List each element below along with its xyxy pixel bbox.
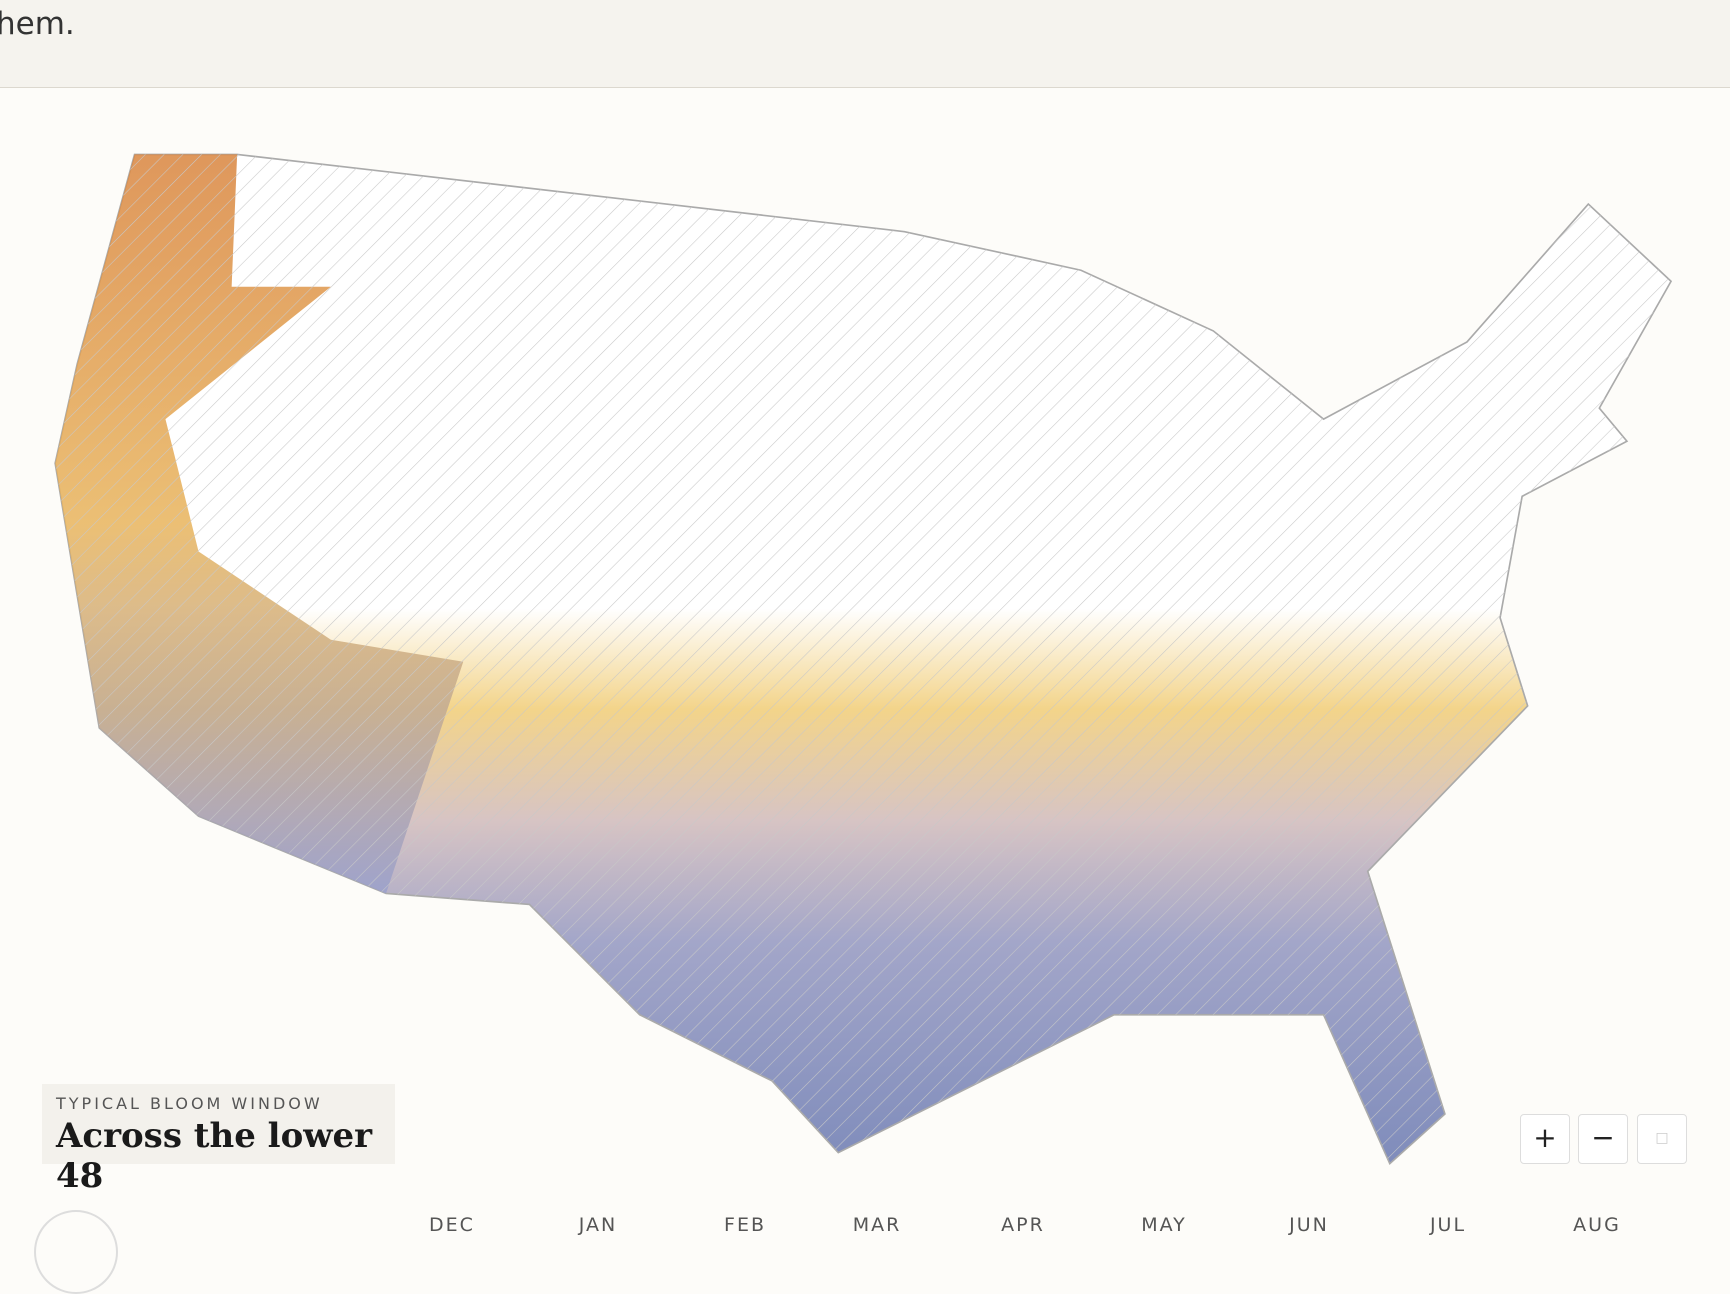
month-label: JAN: [578, 1214, 618, 1236]
us-shape: [54, 153, 1673, 1166]
reset-button[interactable]: □: [1637, 1114, 1687, 1164]
month-label: MAY: [1141, 1214, 1187, 1236]
legend-kicker: TYPICAL BLOOM WINDOW: [56, 1094, 323, 1113]
month-label: APR: [1001, 1214, 1045, 1236]
month-label: MAR: [852, 1214, 902, 1236]
month-label: AUG: [1573, 1214, 1621, 1236]
zoom-in[interactable]: +: [1520, 1114, 1570, 1164]
month-label: JUL: [1429, 1214, 1467, 1236]
map: [54, 153, 1673, 1166]
month-label: JUN: [1289, 1214, 1329, 1236]
timeline: DEC JAN FEB MAR APR MAY JUN JUL AUG: [0, 1210, 1730, 1236]
zoom-out[interactable]: −: [1578, 1114, 1628, 1164]
legend: TYPICAL BLOOM WINDOW Across the lower 48: [42, 1084, 395, 1196]
month-label: FEB: [724, 1214, 766, 1236]
legend-title: Across the lower 48: [56, 1116, 373, 1196]
month-label: DEC: [429, 1214, 475, 1236]
header-bar: hem.: [0, 0, 1730, 88]
header-text: hem.: [0, 6, 75, 42]
